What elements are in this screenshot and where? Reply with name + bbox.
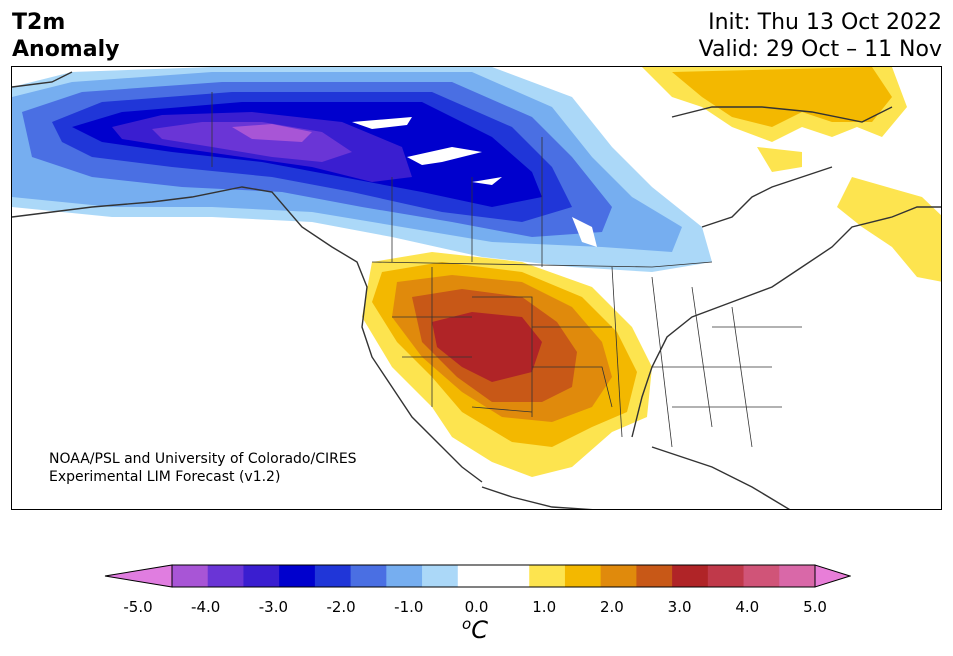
colorbar-segment [207, 565, 244, 587]
title-line-1: T2m [12, 10, 66, 35]
political-borders [211, 92, 802, 448]
map-title: T2m Anomaly [12, 9, 119, 63]
colorbar-segment [386, 565, 423, 587]
credit-line-1: NOAA/PSL and University of Colorado/CIRE… [49, 451, 357, 467]
unit-degree-superscript: o [462, 615, 472, 633]
colorbar-segment [279, 565, 316, 587]
colorbar-outline [171, 564, 816, 588]
warm-anomaly-southwest [362, 252, 652, 477]
colorbar-tick-label: 0.0 [464, 598, 489, 616]
colorbar-tick-label: -4.0 [191, 598, 221, 616]
colorbar-segment [743, 565, 780, 587]
colorbar-tick-label: 3.0 [667, 598, 692, 616]
colorbar-segment [350, 565, 387, 587]
colorbar-segment [172, 565, 209, 587]
colorbar-segment [457, 565, 494, 587]
init-date: Init: Thu 13 Oct 2022 [708, 10, 942, 35]
colorbar-segment [636, 565, 673, 587]
colorbar-tick-label: 4.0 [735, 598, 760, 616]
attribution: NOAA/PSL and University of Colorado/CIRE… [49, 450, 357, 486]
cold-anomaly-northwest [12, 67, 712, 272]
title-line-2: Anomaly [12, 37, 120, 62]
colorbar-tick-label: 1.0 [532, 598, 557, 616]
colorbar-segment [707, 565, 745, 587]
colorbar-segment [779, 565, 816, 587]
colorbar-tick-label: 2.0 [599, 598, 624, 616]
unit-letter: C [471, 616, 488, 644]
colorbar-tick-label: 5.0 [803, 598, 827, 616]
forecast-dates: Init: Thu 13 Oct 2022 Valid: 29 Oct – 11… [699, 9, 942, 63]
colorbar-tick-label: -3.0 [258, 598, 289, 616]
colorbar-segment [529, 565, 566, 587]
colorbar [104, 564, 851, 588]
colorbar-segment [493, 565, 530, 587]
colorbar-tick-label: -2.0 [326, 598, 356, 616]
valid-period: Valid: 29 Oct – 11 Nov [698, 37, 942, 62]
colorbar-segment [564, 565, 602, 587]
colorbar-under-arrow [104, 564, 173, 588]
colorbar-segments [172, 565, 816, 587]
warm-anomaly-northeast [642, 67, 941, 282]
map-canvas [12, 67, 941, 509]
colorbar-unit: oC [462, 615, 488, 644]
colorbar-tick-label: -1.0 [394, 598, 424, 616]
colorbar-over-arrow [814, 564, 851, 588]
anomaly-map [11, 66, 942, 510]
colorbar-segment [243, 565, 280, 587]
colorbar-segment [422, 565, 459, 587]
great-lakes-and-water [352, 117, 597, 247]
colorbar-segment [600, 565, 637, 587]
colorbar-tick-label: -5.0 [123, 598, 153, 616]
colorbar-segment [314, 565, 352, 587]
credit-line-2: Experimental LIM Forecast (v1.2) [49, 469, 281, 485]
colorbar-segment [672, 565, 709, 587]
